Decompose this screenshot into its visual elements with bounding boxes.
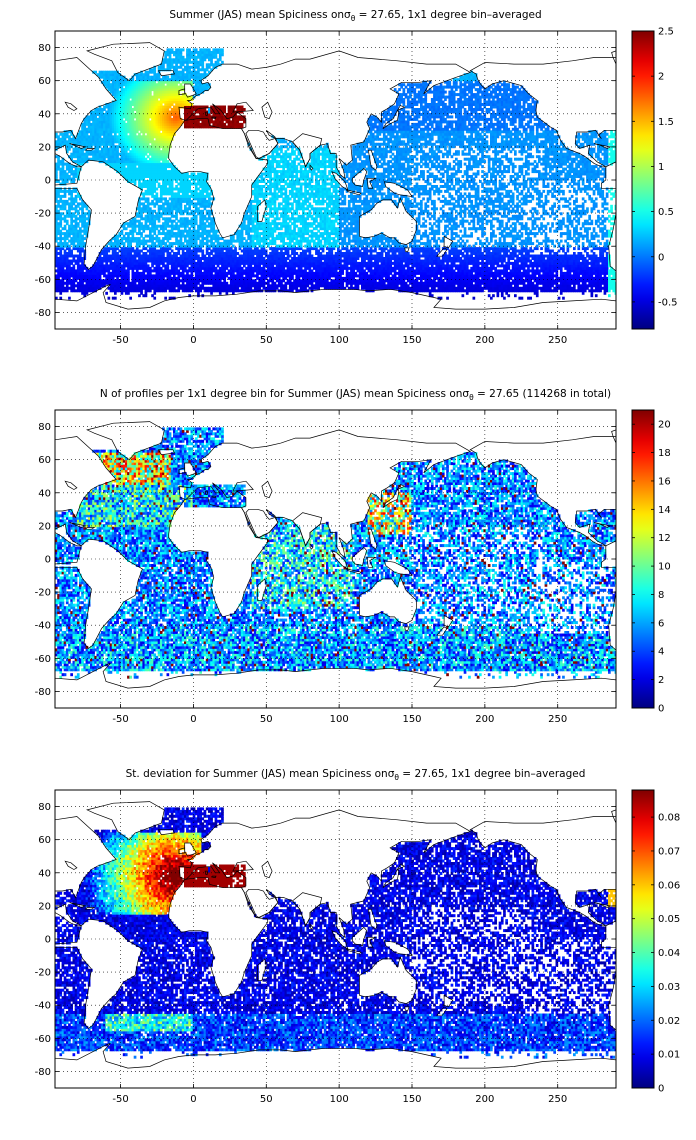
colorbar: 2.5 2 1.5 1 0.5 0 -0.5 bbox=[631, 27, 678, 330]
colorbar-tick-label: -0.5 bbox=[658, 297, 678, 308]
panel-title: St. deviation for Summer (JAS) mean Spic… bbox=[126, 768, 586, 782]
colorbar-tick-label: 6 bbox=[658, 618, 664, 629]
colorbar-tick-label: 0.06 bbox=[658, 880, 680, 891]
panel-title: N of profiles per 1x1 degree bin for Sum… bbox=[100, 388, 611, 402]
colorbar-tick-label: 2.5 bbox=[658, 27, 674, 38]
colorbar-tick-label: 2 bbox=[658, 675, 664, 686]
y-tick-label: 0 bbox=[45, 935, 51, 946]
grid bbox=[55, 790, 616, 1088]
y-tick-label: 60 bbox=[38, 76, 51, 87]
data-field bbox=[55, 807, 616, 1059]
x-tick-label: 50 bbox=[260, 714, 273, 725]
y-tick-label: -20 bbox=[35, 588, 51, 599]
grid bbox=[55, 410, 616, 708]
colorbar-tick-label: 0.02 bbox=[658, 1016, 680, 1027]
x-tick-label: 250 bbox=[548, 714, 567, 725]
y-tick-label: 60 bbox=[38, 835, 51, 846]
data-field bbox=[55, 427, 616, 679]
colorbar-ramp bbox=[631, 30, 655, 330]
colorbar-tick-label: 1 bbox=[658, 162, 664, 173]
y-tick-label: 60 bbox=[38, 455, 51, 466]
grid bbox=[55, 31, 616, 329]
colorbar-tick-label: 10 bbox=[658, 562, 671, 573]
y-tick-label: -80 bbox=[35, 1067, 51, 1078]
colorbar-tick-label: 0.07 bbox=[658, 846, 680, 857]
colorbar-tick-label: 1.5 bbox=[658, 117, 674, 128]
colorbar-tick-label: 0 bbox=[658, 1084, 664, 1095]
colorbar-ramp bbox=[631, 409, 655, 709]
colorbar-tick-label: 0.08 bbox=[658, 813, 680, 824]
y-tick-label: -60 bbox=[35, 654, 51, 665]
x-tick-label: 0 bbox=[190, 335, 196, 346]
y-tick-label: -20 bbox=[35, 209, 51, 220]
coastlines bbox=[55, 421, 616, 708]
y-tick-label: 80 bbox=[38, 422, 51, 433]
colorbar-tick-label: 12 bbox=[658, 533, 671, 544]
x-tick-label: 200 bbox=[475, 1094, 494, 1105]
colorbar-tick-label: 0 bbox=[658, 252, 664, 263]
x-tick-label: 250 bbox=[548, 1094, 567, 1105]
colorbar-tick-label: 0.04 bbox=[658, 948, 680, 959]
y-tick-label: 80 bbox=[38, 802, 51, 813]
colorbar-tick-label: 0.05 bbox=[658, 914, 680, 925]
x-tick-label: 150 bbox=[402, 1094, 421, 1105]
colorbar-tick-label: 14 bbox=[658, 505, 671, 516]
y-tick-label: 0 bbox=[45, 176, 51, 187]
x-tick-label: 150 bbox=[402, 335, 421, 346]
x-tick-label: 200 bbox=[475, 335, 494, 346]
y-tick-label: -40 bbox=[35, 242, 51, 253]
colorbar-tick-label: 16 bbox=[658, 476, 671, 487]
colorbar-tick-label: 8 bbox=[658, 590, 664, 601]
y-tick-label: 80 bbox=[38, 43, 51, 54]
colorbar-tick-label: 0 bbox=[658, 704, 664, 715]
colorbar-tick-label: 0.5 bbox=[658, 207, 674, 218]
y-tick-label: 40 bbox=[38, 868, 51, 879]
x-tick-label: -50 bbox=[112, 1094, 128, 1105]
map-panel-mean: -50 0 50 100 150 200 250806040200-20-40-60-80S… bbox=[35, 9, 678, 346]
map-panel-std: -50 0 50 100 150 200 250806040200-20-40-60-80S… bbox=[35, 768, 681, 1105]
y-tick-label: -80 bbox=[35, 308, 51, 319]
x-tick-label: 50 bbox=[260, 335, 273, 346]
colorbar-tick-label: 20 bbox=[658, 420, 671, 431]
x-tick-label: 200 bbox=[475, 714, 494, 725]
data-field bbox=[55, 48, 616, 300]
colorbar: 0.08 0.07 0.06 0.05 0.04 0.03 0.02 0.01 0 bbox=[631, 789, 680, 1095]
x-tick-label: 250 bbox=[548, 335, 567, 346]
y-tick-label: -40 bbox=[35, 1001, 51, 1012]
y-tick-label: 40 bbox=[38, 109, 51, 120]
x-tick-label: 50 bbox=[260, 1094, 273, 1105]
x-tick-label: 100 bbox=[330, 335, 349, 346]
colorbar-tick-label: 18 bbox=[658, 448, 671, 459]
y-tick-label: -20 bbox=[35, 968, 51, 979]
colorbar-tick-label: 0.01 bbox=[658, 1050, 680, 1061]
y-tick-label: 40 bbox=[38, 488, 51, 499]
x-tick-label: 0 bbox=[190, 714, 196, 725]
colorbar-tick-label: 4 bbox=[658, 647, 664, 658]
y-tick-label: -60 bbox=[35, 275, 51, 286]
y-tick-label: -60 bbox=[35, 1034, 51, 1045]
coastlines bbox=[55, 42, 616, 329]
x-tick-label: -50 bbox=[112, 335, 128, 346]
x-tick-label: 100 bbox=[330, 1094, 349, 1105]
x-tick-label: -50 bbox=[112, 714, 128, 725]
y-tick-label: 0 bbox=[45, 555, 51, 566]
x-tick-label: 100 bbox=[330, 714, 349, 725]
y-tick-label: 20 bbox=[38, 901, 51, 912]
colorbar-ramp bbox=[631, 789, 655, 1089]
coastlines bbox=[55, 801, 616, 1088]
panel-title: Summer (JAS) mean Spiciness onσθ = 27.65… bbox=[169, 9, 541, 23]
colorbar-tick-label: 0.03 bbox=[658, 982, 680, 993]
map-panel-count: -50 0 50 100 150 200 250806040200-20-40-60-80N… bbox=[35, 388, 671, 725]
y-tick-label: -80 bbox=[35, 687, 51, 698]
y-tick-label: 20 bbox=[38, 142, 51, 153]
y-tick-label: 20 bbox=[38, 521, 51, 532]
x-tick-label: 150 bbox=[402, 714, 421, 725]
y-tick-label: -40 bbox=[35, 621, 51, 632]
x-tick-label: 0 bbox=[190, 1094, 196, 1105]
colorbar-tick-label: 2 bbox=[658, 72, 664, 83]
